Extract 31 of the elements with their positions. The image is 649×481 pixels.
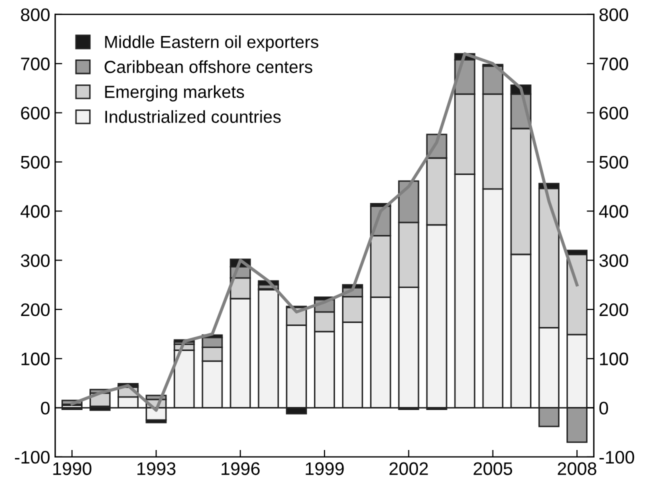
x-tick-label: 2008 [558, 462, 596, 476]
y-tick-label: 300 [20, 254, 50, 267]
x-tick-label: 2002 [389, 462, 428, 476]
y-tick-label: 200 [21, 303, 50, 316]
y-tick-label: 500 [20, 156, 50, 169]
y2-tick-label: 300 [599, 254, 628, 267]
x-tick-label: 2005 [474, 462, 512, 476]
legend-label: Emerging markets [105, 85, 244, 102]
y2-tick-label: 100 [600, 352, 628, 366]
y2-tick-label: 400 [599, 205, 628, 218]
y-tick-label: 700 [21, 58, 50, 70]
y-tick-label: 600 [21, 106, 50, 120]
y2-tick-label: 500 [599, 156, 628, 169]
x-tick-label: 1990 [53, 462, 92, 476]
y2-tick-label: 0 [599, 402, 608, 414]
legend-label: Caribbean offshore centers [104, 60, 312, 74]
x-tick-label: 1996 [222, 462, 260, 476]
y-tick-label: 0 [40, 402, 50, 414]
y2-tick-label: 800 [599, 8, 628, 22]
y2-tick-label: -100 [599, 450, 634, 464]
legend-label: Industrialized countries [105, 110, 281, 123]
y-tick-label: 800 [20, 8, 50, 22]
legend-label: Middle Eastern oil exporters [105, 35, 318, 52]
y2-tick-label: 600 [600, 106, 628, 120]
y2-tick-label: 200 [600, 303, 628, 316]
y-tick-label: -100 [14, 450, 50, 464]
x-tick-label: 1999 [306, 462, 344, 476]
y-tick-label: 100 [22, 352, 50, 366]
y2-tick-label: 700 [600, 58, 628, 70]
x-tick-label: 1993 [137, 462, 176, 476]
y-tick-label: 400 [20, 205, 50, 218]
